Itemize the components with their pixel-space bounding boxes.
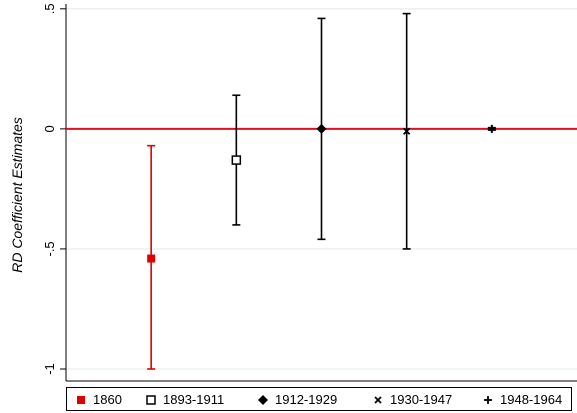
point-estimate-marker xyxy=(403,127,411,135)
diamond-icon xyxy=(257,392,269,408)
legend-label-1912-1929: 1912-1929 xyxy=(275,392,338,407)
series-1948-1964 xyxy=(487,124,496,133)
point-estimate-marker xyxy=(231,155,242,165)
legend-label-1948-1964: 1948-1964 xyxy=(500,392,563,407)
legend-label-1893-1911: 1893-1911 xyxy=(163,392,225,407)
y-axis-label: RD Coefficient Estimates xyxy=(9,117,25,273)
y-tick-label: -1 xyxy=(42,363,57,375)
point-estimate-marker xyxy=(147,254,156,263)
x-icon xyxy=(372,392,384,408)
series-1860 xyxy=(147,144,156,370)
series-1912-1929 xyxy=(316,17,327,241)
hollow-square-icon xyxy=(145,392,157,408)
point-estimate-marker xyxy=(487,124,496,133)
y-tick-label: 0 xyxy=(42,125,57,132)
legend-item-1912-1929: 1912-1929 xyxy=(257,392,337,408)
series-1893-1911 xyxy=(231,94,242,226)
series-1930-1947 xyxy=(402,12,411,250)
filled-square-icon xyxy=(75,392,87,408)
plus-icon xyxy=(482,392,494,408)
estimate-marks xyxy=(147,12,496,370)
y-tick-label: .5 xyxy=(42,3,57,14)
y-axis-ticks: .5 0 -.5 -1 xyxy=(42,3,66,375)
legend-label-1860: 1860 xyxy=(93,392,122,407)
y-tick-label: -.5 xyxy=(42,241,57,256)
legend-item-1893-1911: 1893-1911 xyxy=(145,392,224,408)
legend-label-1930-1947: 1930-1947 xyxy=(390,392,453,407)
legend-item-1948-1964: 1948-1964 xyxy=(482,392,562,408)
legend-item-1930-1947: 1930-1947 xyxy=(372,392,452,408)
legend-item-1860: 1860 xyxy=(75,392,122,408)
point-estimate-marker xyxy=(316,123,327,134)
legend: 1860 1893-1911 1912-1929 1930-1947 1948-… xyxy=(66,387,572,411)
